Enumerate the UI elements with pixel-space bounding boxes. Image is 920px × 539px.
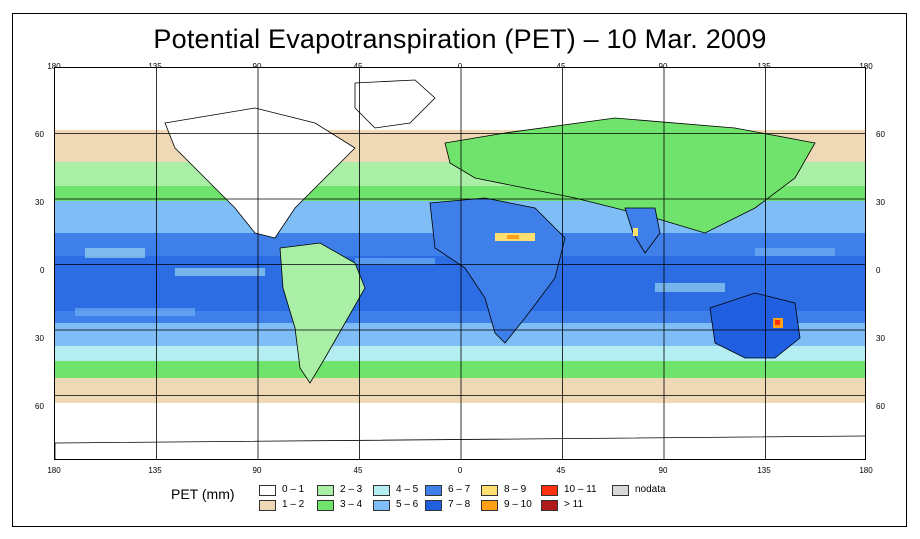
legend-label: > 11 bbox=[564, 499, 583, 510]
lon-tick: 0 bbox=[457, 62, 463, 71]
legend-label: nodata bbox=[635, 484, 666, 495]
legend-swatch bbox=[541, 500, 558, 511]
lat-tick: 0 bbox=[40, 266, 45, 275]
legend-label: 7 – 8 bbox=[448, 499, 471, 510]
lon-tick: 90 bbox=[658, 466, 668, 475]
legend-swatch bbox=[425, 500, 442, 511]
legend-label: 6 – 7 bbox=[448, 484, 471, 495]
lat-tick: 0 bbox=[876, 266, 881, 275]
lon-tick: 90 bbox=[658, 62, 668, 71]
legend-swatch bbox=[425, 485, 442, 496]
lon-tick: 45 bbox=[353, 62, 363, 71]
lon-tick: 90 bbox=[252, 466, 262, 475]
legend-swatch bbox=[317, 485, 334, 496]
lon-tick: 135 bbox=[757, 466, 771, 475]
lat-tick: 30 bbox=[35, 198, 44, 207]
legend-swatch bbox=[317, 500, 334, 511]
legend-label: 1 – 2 bbox=[282, 499, 305, 510]
lon-tick: 180 bbox=[47, 62, 61, 71]
lat-tick: 60 bbox=[876, 402, 885, 411]
legend-swatch bbox=[373, 485, 390, 496]
legend-swatch bbox=[481, 485, 498, 496]
legend-swatch bbox=[259, 485, 276, 496]
pet-map bbox=[54, 67, 866, 460]
lat-tick: 60 bbox=[35, 130, 44, 139]
lon-tick: 180 bbox=[859, 466, 873, 475]
lon-tick: 45 bbox=[556, 466, 566, 475]
lon-tick: 135 bbox=[148, 466, 162, 475]
legend-label: 8 – 9 bbox=[504, 484, 527, 495]
legend-swatch bbox=[259, 500, 276, 511]
legend-label: 9 – 10 bbox=[504, 499, 532, 510]
lon-tick: 45 bbox=[556, 62, 566, 71]
lat-tick: 60 bbox=[35, 402, 44, 411]
lon-tick: 135 bbox=[148, 62, 162, 71]
legend-label: 4 – 5 bbox=[396, 484, 419, 495]
lon-tick: 180 bbox=[47, 466, 61, 475]
lat-tick: 30 bbox=[876, 198, 885, 207]
legend-swatch bbox=[541, 485, 558, 496]
lon-tick: 0 bbox=[457, 466, 463, 475]
figure-frame bbox=[12, 13, 907, 527]
lon-tick: 135 bbox=[757, 62, 771, 71]
legend-label: 3 – 4 bbox=[340, 499, 363, 510]
legend-swatch bbox=[481, 500, 498, 511]
lon-tick: 45 bbox=[353, 466, 363, 475]
legend-label: 5 – 6 bbox=[396, 499, 419, 510]
legend-label: 10 – 11 bbox=[564, 484, 597, 495]
lat-tick: 60 bbox=[876, 130, 885, 139]
lon-tick: 180 bbox=[859, 62, 873, 71]
map-title: Potential Evapotranspiration (PET) – 10 … bbox=[153, 24, 767, 54]
lat-tick: 30 bbox=[35, 334, 44, 343]
legend-swatch bbox=[373, 500, 390, 511]
lat-tick: 30 bbox=[876, 334, 885, 343]
lon-tick: 90 bbox=[252, 62, 262, 71]
legend-swatch bbox=[612, 485, 629, 496]
legend-label: 2 – 3 bbox=[340, 484, 363, 495]
legend-label: 0 – 1 bbox=[282, 484, 305, 495]
pet-map-svg bbox=[55, 68, 865, 459]
legend-title: PET (mm) bbox=[171, 486, 235, 502]
